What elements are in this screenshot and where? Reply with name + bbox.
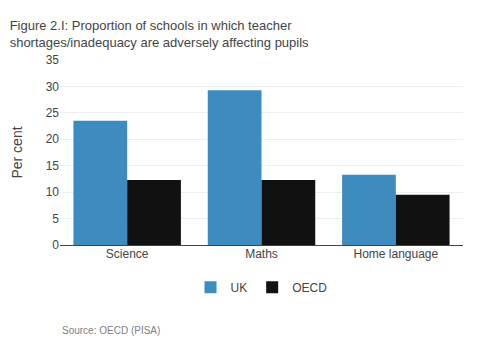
svg-text:25: 25: [46, 106, 60, 120]
svg-text:OECD: OECD: [292, 281, 327, 295]
svg-text:Figure 2.I: Proportion of scho: Figure 2.I: Proportion of schools in whi…: [10, 18, 309, 50]
svg-text:Home language: Home language: [353, 247, 438, 261]
svg-text:30: 30: [46, 80, 60, 94]
svg-text:UK: UK: [231, 281, 248, 295]
svg-text:Per cent: Per cent: [9, 126, 25, 178]
svg-text:20: 20: [46, 132, 60, 146]
svg-text:5: 5: [52, 212, 59, 226]
svg-text:10: 10: [46, 185, 60, 199]
svg-text:Science: Science: [106, 247, 149, 261]
svg-text:Maths: Maths: [245, 247, 278, 261]
svg-text:0: 0: [52, 238, 59, 252]
svg-text:15: 15: [46, 159, 60, 173]
svg-text:Source: OECD (PISA): Source: OECD (PISA): [62, 325, 160, 336]
svg-text:35: 35: [46, 53, 60, 67]
